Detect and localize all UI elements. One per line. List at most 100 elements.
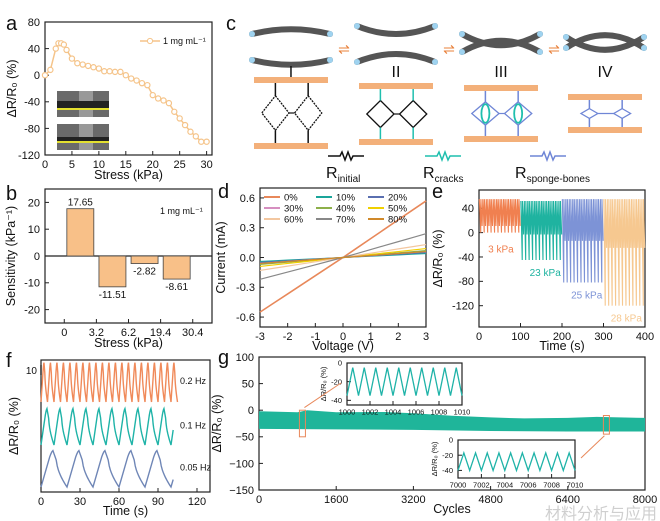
x-tick-label: 15 [120,159,132,171]
series-line [603,199,646,306]
resistor-network [612,107,632,120]
panel-a-chart: 0 5 10 15 20 25 30 -120 -80 -40 0 40 80 Stress (kPa) Δ… [5,17,213,182]
x-tick-label: 0 [42,159,48,171]
fiber [249,57,333,68]
x-tick-label: 7010 [567,481,584,490]
resistor-network [579,107,600,120]
stage-4: IV [563,32,647,133]
stage-label: II [392,64,401,81]
resistor-network [365,99,395,129]
resistor-network [398,99,428,129]
x-tick-label: 1008 [431,408,448,417]
series-line [561,199,604,283]
electrode-plate [254,143,328,149]
annotation: 1 mg mL⁻¹ [160,206,203,216]
y-tick-label: 0 [34,70,40,82]
stage-label: I [289,64,293,81]
y-tick-label: 0.0 [240,252,255,264]
photo-marker-line [57,108,109,110]
data-point [74,60,81,67]
legend-label: 80% [388,215,408,226]
data-point [187,128,194,135]
frequency-label: 0.05 Hz [180,462,212,472]
data-point [79,61,86,68]
x-tick-label: 3.2 [89,327,104,339]
resistor-network [293,94,323,132]
electrode-plate [568,127,642,133]
x-tick-label: 60 [113,496,125,508]
photo-marker-line [57,141,109,143]
frequency-label: 0.2 Hz [180,376,207,386]
y-axis-label: ΔR/R₀ (%) [431,230,445,288]
legend-label: 40% [336,204,356,215]
legend-label: 10% [336,193,356,204]
x-tick-label: 1010 [454,408,471,417]
data-point [192,133,200,140]
electrode-plate [359,83,433,89]
x-tick-label: 6400 [556,494,580,506]
x-tick-label: 20 [147,159,159,171]
fiber-tip [459,31,465,37]
x-tick-label: 3 [423,331,429,343]
watermark: 材料分析与应用 [545,504,657,521]
y-tick-label: 100 [236,352,254,364]
x-tick-label: 200 [553,331,571,343]
fiber [249,26,333,37]
x-axis-label: Time (s) [539,339,584,353]
legend-r-cracks: Rcracks [423,165,463,185]
y-tick-label: -40 [331,396,342,405]
x-tick-label: 7002 [473,481,490,490]
zoom-arrow [580,435,605,459]
bar-value-label: -2.82 [133,267,156,278]
y-tick-label: -120 [452,301,474,313]
data-point [60,41,68,48]
electrode-plate [359,139,433,145]
stage-1: I⇌ [249,26,350,149]
panel-g-chart: 0 1600 3200 4800 6400 8000 −150 −100 −50 0 50 100 Cy… [210,352,657,516]
fiber-tip [354,23,360,29]
bar-value-label: -11.51 [99,290,127,301]
bar-value-label: -8.61 [165,282,188,293]
stage-label: IV [597,64,612,81]
x-tick-label: 7004 [496,481,513,490]
y-tick-label: -80 [24,123,40,135]
data-point [133,77,140,84]
equilibrium-arrow-icon: ⇌ [443,41,455,57]
fiber-tip [327,31,333,37]
crack-resistor [513,103,524,124]
data-point [47,66,54,74]
fiber [563,32,647,51]
x-axis-label: Voltage (V) [312,339,374,353]
x-tick-label: 30 [74,496,86,508]
inset-line [346,367,463,396]
x-tick-label: 10 [93,159,105,171]
data-point [203,138,210,145]
stage-3: III ⇌ [459,31,560,142]
fiber-tip [563,34,569,40]
x-tick-label: 0 [61,327,67,339]
data-point [90,64,97,71]
resistor-symbol-icon [328,149,364,163]
y-tick-label: -40 [24,97,40,109]
legend-marker [146,37,154,45]
x-tick-label: 8000 [633,494,657,506]
fiber [459,37,543,55]
fiber-tip [459,49,465,55]
x-tick-label: 1002 [362,408,379,417]
electrode-plate [464,85,538,91]
y-tick-label: -0.6 [236,312,255,324]
x-tick-label: 0 [38,496,44,508]
x-tick-label: 25 [174,159,186,171]
y-tick-label: 0 [468,227,474,239]
y-tick-label: 20 [28,197,40,209]
fiber-tip [249,31,255,37]
fiber-tip [563,45,569,51]
stage-label: III [494,64,507,81]
panel-letter-b: b [6,183,17,205]
legend-r-sponge-bones: Rsponge-bones [515,165,590,185]
data-point [176,115,183,122]
y-tick-label: 0.3 [240,223,255,235]
series-line [259,233,427,280]
plot-frame [44,21,213,156]
